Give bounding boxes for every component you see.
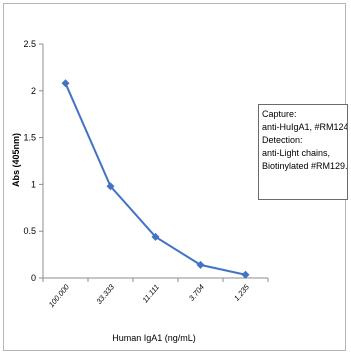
y-tick-label: 0.5	[23, 226, 36, 236]
x-tick-label: 1.235	[232, 282, 251, 303]
x-ticks: 100.000 33.333 11.111 3.704 1.235	[42, 278, 269, 309]
x-tick-label: 33.333	[94, 282, 116, 306]
data-point	[61, 79, 70, 88]
annotation-line: anti-HuIgA1, #RM124;	[262, 122, 348, 132]
annotation-line: Biotinylated #RM129.	[262, 161, 348, 171]
data-point	[196, 260, 205, 269]
x-tick-label: 11.111	[140, 283, 161, 305]
annotation-line: anti-Light chains,	[262, 148, 331, 158]
series-line	[64, 82, 246, 276]
axes	[42, 44, 268, 279]
x-axis-title: Human IgA1 (ng/mL)	[112, 333, 196, 343]
y-tick-label: 1.5	[23, 133, 36, 143]
y-tick-label: 0	[31, 273, 36, 283]
data-point	[106, 182, 115, 191]
series-group	[61, 79, 250, 279]
y-axis-title: Abs (405nm)	[11, 133, 21, 187]
data-point	[151, 232, 160, 241]
y-tick-label: 2	[31, 86, 36, 96]
y-tick-label: 2.5	[23, 39, 36, 49]
x-tick-label: 100.000	[47, 282, 72, 309]
y-ticks: 0 0.5 1 1.5 2 2.5	[23, 39, 43, 283]
annotation-line: Capture:	[262, 109, 297, 119]
x-tick-label: 3.704	[187, 283, 206, 303]
data-point	[241, 270, 250, 279]
annotation-box: Capture: anti-HuIgA1, #RM124; Detection:…	[258, 104, 348, 200]
y-tick-label: 1	[31, 179, 36, 189]
annotation-line: Detection:	[262, 135, 303, 145]
